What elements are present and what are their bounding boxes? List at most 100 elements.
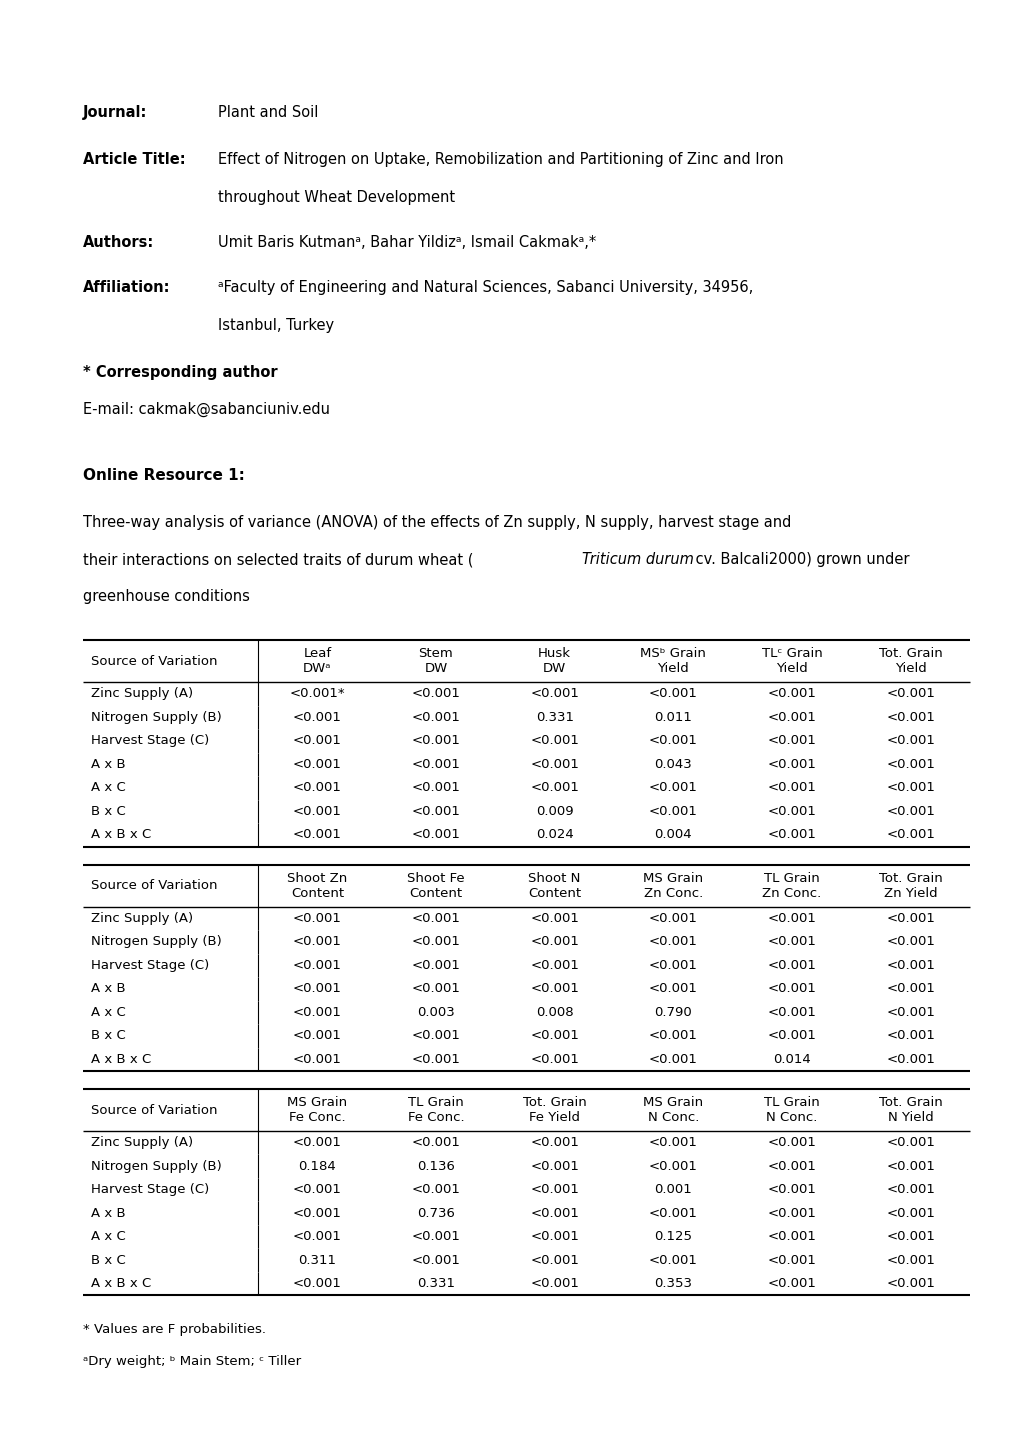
Text: <0.001: <0.001 (530, 935, 579, 948)
Text: <0.001: <0.001 (767, 1136, 815, 1149)
Text: <0.001: <0.001 (292, 983, 341, 996)
Text: <0.001: <0.001 (292, 758, 341, 771)
Text: <0.001: <0.001 (292, 1029, 341, 1042)
Text: <0.001: <0.001 (292, 1136, 341, 1149)
Text: <0.001: <0.001 (767, 935, 815, 948)
Text: <0.001: <0.001 (411, 912, 460, 925)
Text: <0.001: <0.001 (886, 1254, 934, 1267)
Text: MSᵇ Grain
Yield: MSᵇ Grain Yield (640, 646, 705, 675)
Text: <0.001: <0.001 (411, 983, 460, 996)
Text: <0.001: <0.001 (648, 1136, 697, 1149)
Text: 0.790: 0.790 (654, 1006, 692, 1019)
Text: * Values are F probabilities.: * Values are F probabilities. (83, 1323, 266, 1336)
Text: <0.001: <0.001 (648, 935, 697, 948)
Text: TL Grain
Zn Conc.: TL Grain Zn Conc. (761, 872, 821, 899)
Text: Zinc Supply (A): Zinc Supply (A) (91, 1136, 193, 1149)
Text: 0.003: 0.003 (417, 1006, 454, 1019)
Text: 0.331: 0.331 (535, 711, 573, 724)
Text: A x C: A x C (91, 1231, 125, 1244)
Text: 0.024: 0.024 (535, 828, 573, 841)
Text: 0.331: 0.331 (417, 1277, 454, 1290)
Text: Zinc Supply (A): Zinc Supply (A) (91, 912, 193, 925)
Text: Online Resource 1:: Online Resource 1: (83, 468, 245, 483)
Text: <0.001: <0.001 (767, 1006, 815, 1019)
Text: <0.001: <0.001 (411, 828, 460, 841)
Text: Shoot Zn
Content: Shoot Zn Content (287, 872, 347, 899)
Text: Nitrogen Supply (B): Nitrogen Supply (B) (91, 935, 221, 948)
Text: 0.353: 0.353 (654, 1277, 692, 1290)
Text: <0.001: <0.001 (648, 1029, 697, 1042)
Text: <0.001: <0.001 (886, 687, 934, 700)
Text: <0.001: <0.001 (530, 1160, 579, 1173)
Text: A x C: A x C (91, 781, 125, 794)
Text: <0.001: <0.001 (886, 983, 934, 996)
Text: A x B: A x B (91, 983, 125, 996)
Text: <0.001: <0.001 (530, 1183, 579, 1196)
Text: <0.001: <0.001 (886, 1160, 934, 1173)
Text: <0.001: <0.001 (530, 734, 579, 747)
Text: <0.001: <0.001 (767, 1254, 815, 1267)
Text: <0.001: <0.001 (530, 1231, 579, 1244)
Text: Nitrogen Supply (B): Nitrogen Supply (B) (91, 711, 221, 724)
Text: <0.001: <0.001 (767, 687, 815, 700)
Text: <0.001: <0.001 (767, 758, 815, 771)
Text: cv. Balcali2000) grown under: cv. Balcali2000) grown under (690, 553, 908, 567)
Text: TL Grain
Fe Conc.: TL Grain Fe Conc. (408, 1097, 464, 1124)
Text: <0.001: <0.001 (886, 711, 934, 724)
Text: <0.001: <0.001 (411, 1029, 460, 1042)
Text: Source of Variation: Source of Variation (91, 655, 217, 668)
Text: <0.001: <0.001 (530, 1029, 579, 1042)
Text: <0.001: <0.001 (530, 1277, 579, 1290)
Text: Source of Variation: Source of Variation (91, 879, 217, 892)
Text: <0.001: <0.001 (411, 734, 460, 747)
Text: B x C: B x C (91, 1254, 125, 1267)
Text: A x B: A x B (91, 1206, 125, 1219)
Text: Shoot Fe
Content: Shoot Fe Content (407, 872, 465, 899)
Text: <0.001: <0.001 (648, 1160, 697, 1173)
Text: <0.001: <0.001 (886, 828, 934, 841)
Text: <0.001: <0.001 (411, 1254, 460, 1267)
Text: <0.001: <0.001 (292, 1277, 341, 1290)
Text: A x B x C: A x B x C (91, 1277, 151, 1290)
Text: Source of Variation: Source of Variation (91, 1104, 217, 1117)
Text: <0.001: <0.001 (411, 935, 460, 948)
Text: <0.001: <0.001 (411, 758, 460, 771)
Text: <0.001: <0.001 (886, 1136, 934, 1149)
Text: <0.001: <0.001 (767, 983, 815, 996)
Text: Husk
DW: Husk DW (538, 646, 571, 675)
Text: <0.001: <0.001 (767, 711, 815, 724)
Text: * Corresponding author: * Corresponding author (83, 365, 277, 380)
Text: <0.001: <0.001 (886, 805, 934, 818)
Text: <0.001: <0.001 (767, 781, 815, 794)
Text: MS Grain
Zn Conc.: MS Grain Zn Conc. (643, 872, 703, 899)
Text: <0.001: <0.001 (530, 958, 579, 971)
Text: Tot. Grain
N Yield: Tot. Grain N Yield (878, 1097, 942, 1124)
Text: <0.001: <0.001 (767, 1206, 815, 1219)
Text: <0.001: <0.001 (292, 828, 341, 841)
Text: <0.001: <0.001 (886, 1053, 934, 1066)
Text: <0.001: <0.001 (767, 1029, 815, 1042)
Text: Zinc Supply (A): Zinc Supply (A) (91, 687, 193, 700)
Text: <0.001: <0.001 (411, 1231, 460, 1244)
Text: <0.001: <0.001 (886, 781, 934, 794)
Text: <0.001: <0.001 (292, 734, 341, 747)
Text: <0.001: <0.001 (886, 758, 934, 771)
Text: <0.001: <0.001 (292, 1206, 341, 1219)
Text: Nitrogen Supply (B): Nitrogen Supply (B) (91, 1160, 221, 1173)
Text: <0.001: <0.001 (530, 1053, 579, 1066)
Text: <0.001: <0.001 (767, 805, 815, 818)
Text: Affiliation:: Affiliation: (83, 280, 170, 294)
Text: <0.001: <0.001 (530, 983, 579, 996)
Text: <0.001: <0.001 (767, 1277, 815, 1290)
Text: ᵃFaculty of Engineering and Natural Sciences, Sabanci University, 34956,: ᵃFaculty of Engineering and Natural Scie… (218, 280, 752, 294)
Text: <0.001: <0.001 (886, 1029, 934, 1042)
Text: <0.001: <0.001 (411, 958, 460, 971)
Text: <0.001: <0.001 (886, 1277, 934, 1290)
Text: <0.001*: <0.001* (289, 687, 344, 700)
Text: 0.043: 0.043 (654, 758, 692, 771)
Text: B x C: B x C (91, 805, 125, 818)
Text: 0.184: 0.184 (299, 1160, 336, 1173)
Text: <0.001: <0.001 (292, 958, 341, 971)
Text: 0.736: 0.736 (417, 1206, 454, 1219)
Text: <0.001: <0.001 (530, 912, 579, 925)
